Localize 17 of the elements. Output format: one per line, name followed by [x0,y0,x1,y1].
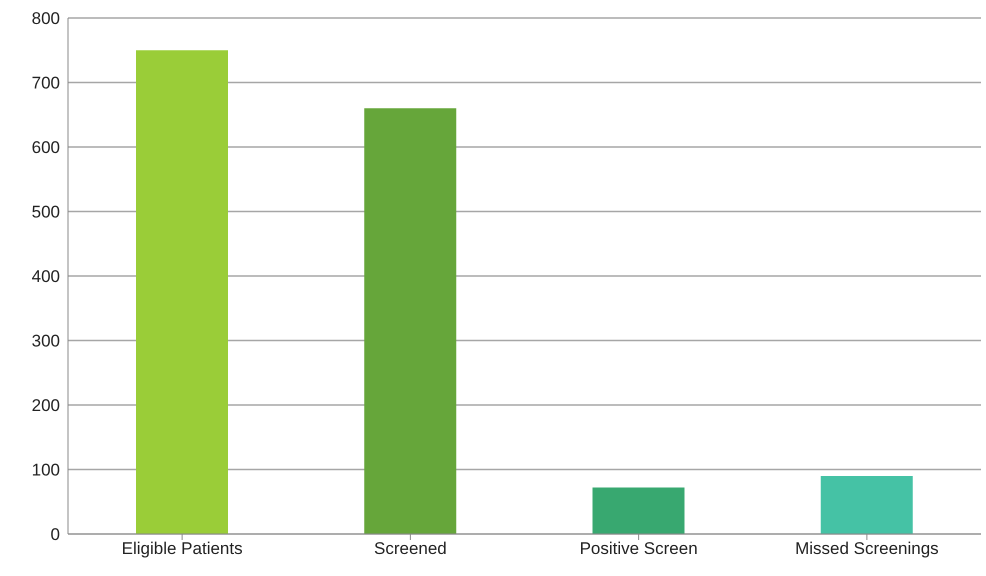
x-tick-label: Screened [374,539,447,558]
bar [136,50,228,534]
y-tick-label: 700 [32,74,60,93]
bar [592,488,684,534]
y-tick-label: 0 [50,525,60,544]
x-tick-label: Eligible Patients [122,539,243,558]
bar [820,476,913,534]
y-tick-label: 500 [32,202,60,222]
x-tick-label: Missed Screenings [795,539,939,558]
bar [364,108,456,534]
y-tick-label: 400 [32,267,60,286]
y-tick-label: 600 [32,138,60,158]
y-tick-label: 200 [32,396,60,416]
y-tick-label: 800 [32,9,60,28]
x-tick-label: Positive Screen [580,539,698,558]
y-tick-label: 300 [32,332,60,351]
y-tick-label: 100 [32,460,60,480]
